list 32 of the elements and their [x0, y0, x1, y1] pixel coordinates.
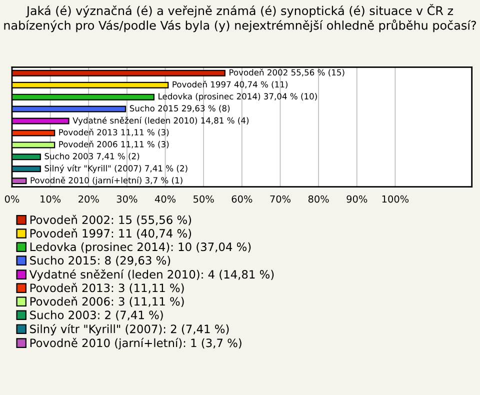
x-tick-label: 30%	[116, 195, 138, 203]
x-tick-label: 70%	[270, 195, 291, 203]
legend-label: Povodeň 1997: 11 (40,74 %)	[30, 228, 192, 239]
legend-label: Povodeň 2002: 15 (55,56 %)	[30, 214, 192, 226]
data-label: Silný vítr "Kyrill" (2007) 7,41 % (2)	[44, 164, 188, 174]
x-tick-label: 50%	[194, 195, 214, 203]
chart-title: Jaká (é) význačná (é) a veřejně známá (é) synoptická (é) situace v ČR z nabízených pro Vás/podle Vás byla (y) nejextrémnější ohledně průběhu počasí?	[4, 4, 476, 32]
legend-label: Povodně 2010 (jarní+letní): 1 (3,7 %)	[30, 338, 242, 350]
x-tick-label: 0%	[4, 195, 20, 203]
legend-label: Povodeň 2006: 3 (11,11 %)	[30, 296, 184, 308]
data-label: Povodeň 1997 40,74 % (11)	[172, 80, 288, 88]
data-label: Sucho 2015 29,63 % (8)	[130, 105, 230, 112]
x-tick-label: 100%	[382, 195, 409, 203]
x-tick-label: 20%	[78, 195, 99, 203]
x-tick-label: 10%	[40, 195, 61, 203]
data-label: Povodeň 2002 55,56 % (15)	[230, 68, 344, 77]
legend-label: Vydatné sněžení (leden 2010): 4 (14,81 %)	[29, 269, 274, 281]
legend-label: Ledovka (prosinec 2014): 10 (37,04 %)	[30, 242, 251, 254]
legend-label: Sucho 2003: 2 (7,41 %)	[30, 310, 163, 321]
legend-label: Povodeň 2013: 3 (11,11 %)	[30, 282, 184, 294]
data-label: Povodně 2010 (jarní+letní) 3,7 % (1)	[30, 176, 182, 186]
legend-label: Sucho 2015: 8 (29,63 %)	[30, 256, 170, 266]
data-label: Ledovka (prosinec 2014) 37,04 % (10)	[158, 93, 317, 102]
x-tick-label: 60%	[232, 195, 252, 203]
data-label: Povodeň 2013 11,11 % (3)	[59, 128, 169, 136]
data-label: Vydatné sněžení (leden 2010) 14,81 % (4)	[72, 116, 249, 126]
x-tick-label: 40%	[154, 195, 176, 203]
x-tick-label: 90%	[346, 195, 368, 203]
x-tick-label: 80%	[308, 195, 329, 203]
data-label: Sucho 2003 7,41 % (2)	[44, 152, 140, 160]
legend-label: Silný vítr "Kyrill" (2007): 2 (7,41 %)	[30, 324, 229, 336]
data-label: Povodeň 2006 11,11 % (3)	[59, 140, 169, 148]
